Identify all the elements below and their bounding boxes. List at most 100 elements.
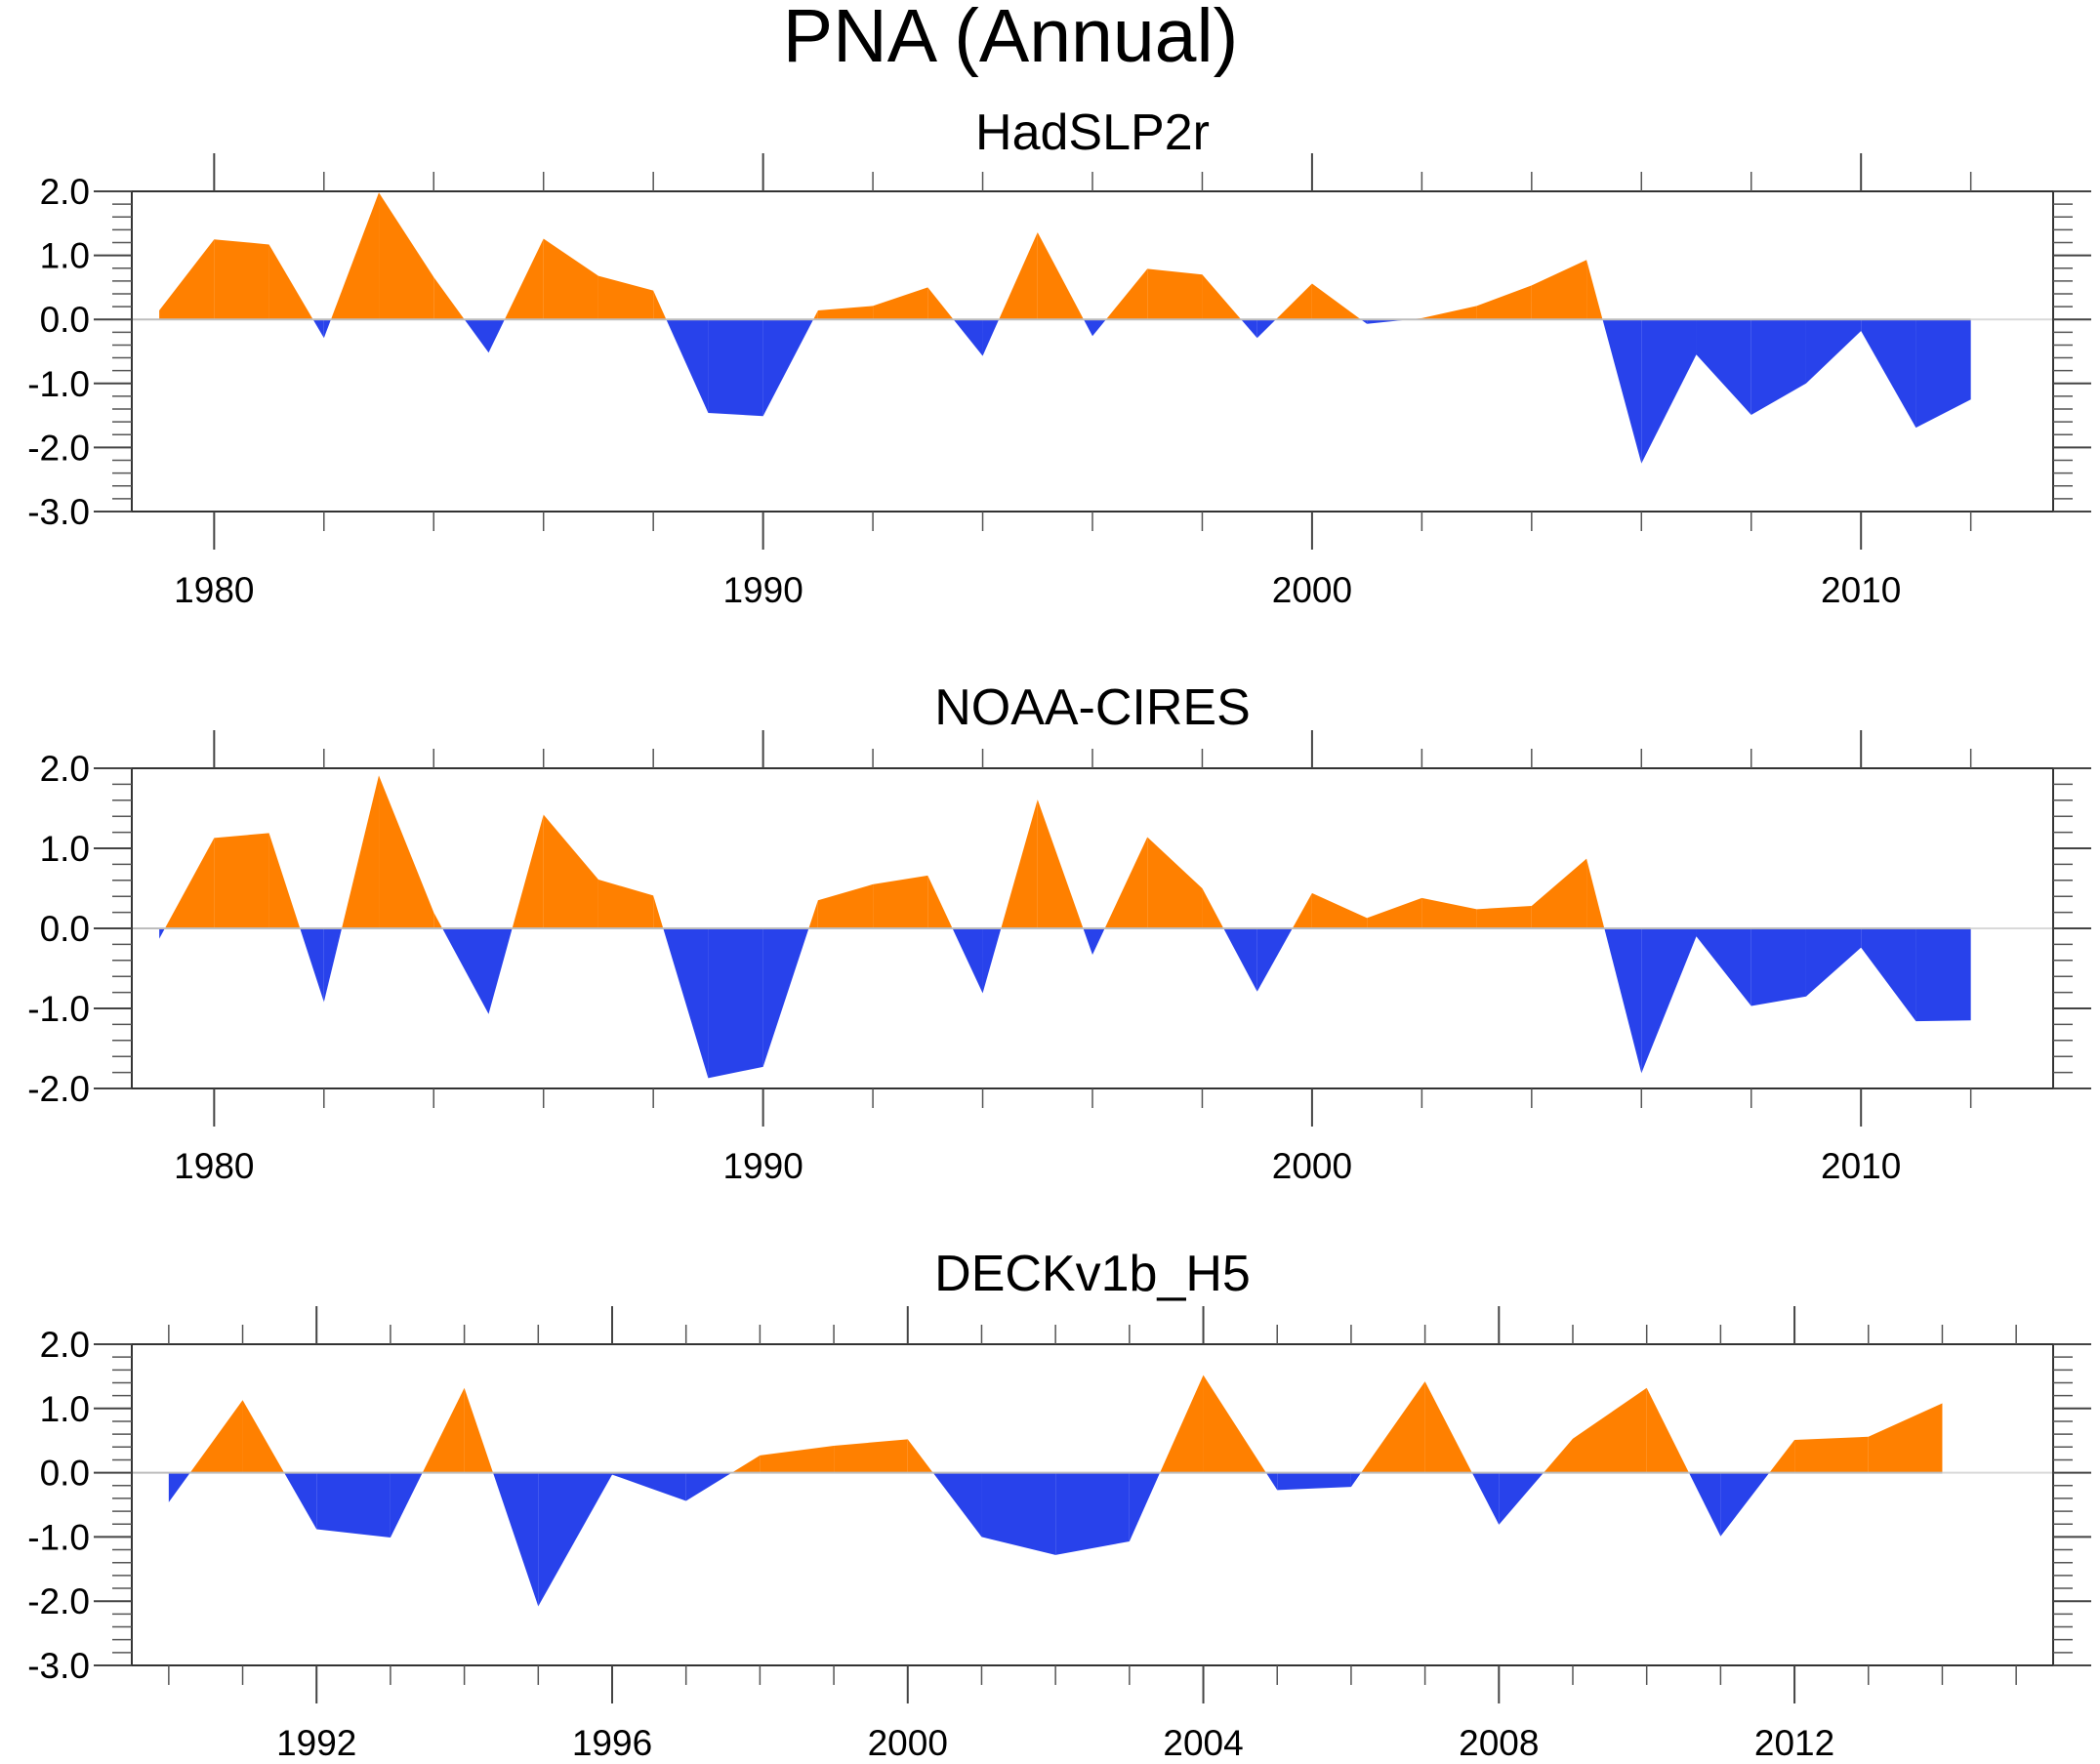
positive-area (464, 1387, 494, 1473)
negative-area (1083, 928, 1092, 956)
positive-area (433, 912, 443, 928)
negative-area (168, 1472, 190, 1502)
positive-area (268, 833, 301, 928)
positive-area (543, 238, 598, 320)
negative-area (1092, 319, 1106, 337)
y-tick-label: 0.0 (40, 300, 90, 340)
negative-area (1696, 319, 1751, 415)
positive-area (1424, 1381, 1472, 1473)
positive-area (379, 775, 434, 928)
negative-area (663, 928, 709, 1079)
positive-area (214, 239, 269, 320)
negative-area (284, 1472, 317, 1530)
positive-area (1586, 260, 1603, 320)
positive-area (1544, 1438, 1573, 1473)
positive-area (1769, 1440, 1795, 1473)
negative-area (1750, 319, 1806, 415)
positive-area (817, 306, 874, 320)
positive-area (1202, 888, 1224, 928)
positive-area (342, 775, 380, 928)
negative-area (685, 1472, 732, 1501)
y-tick-label: -1.0 (27, 364, 90, 404)
positive-area (379, 192, 434, 320)
x-tick-label: 1992 (276, 1723, 356, 1763)
positive-area (999, 231, 1038, 320)
positive-area (1794, 1436, 1869, 1473)
panel-title: HadSLP2r (975, 104, 1210, 161)
negative-area (1861, 928, 1916, 1022)
negative-area (1256, 319, 1276, 339)
positive-area (927, 875, 953, 928)
negative-area (1256, 928, 1293, 992)
positive-area (927, 287, 954, 320)
negative-area (1083, 319, 1092, 337)
negative-area (1350, 1472, 1362, 1488)
panel-noaa-cires: NOAA-CIRES 2.0 1.0 0.0 -1.0 -2.0 1980 1990 2000… (27, 679, 2091, 1186)
negative-area (1641, 319, 1697, 464)
positive-area (1361, 1381, 1425, 1473)
negative-area (982, 319, 1000, 356)
x-tick-label: 2000 (1272, 1146, 1352, 1186)
negative-area (316, 1472, 391, 1538)
y-tick-label: 0.0 (40, 1454, 90, 1494)
negative-area (666, 319, 709, 413)
y-tick-label: -2.0 (27, 1069, 90, 1109)
positive-area (1421, 897, 1477, 928)
negative-area (708, 319, 763, 417)
positive-area (760, 1445, 835, 1473)
negative-area (493, 1472, 539, 1607)
positive-area (1531, 260, 1587, 320)
positive-area (1868, 1403, 1943, 1473)
positive-area (1311, 892, 1368, 928)
positive-area (731, 1455, 761, 1473)
positive-area (543, 814, 598, 928)
positive-area (1646, 1387, 1689, 1473)
negative-area (1055, 1472, 1130, 1555)
x-tick-label: 1990 (722, 1146, 803, 1186)
positive-area (597, 879, 654, 928)
positive-area (653, 895, 664, 928)
x-tick-label: 2008 (1459, 1723, 1539, 1763)
y-tick-label: -2.0 (27, 428, 90, 468)
positive-area (813, 310, 818, 320)
x-tick-label: 2004 (1163, 1723, 1243, 1763)
positive-area (214, 833, 269, 928)
negative-area (1602, 319, 1642, 464)
positive-area (512, 814, 544, 928)
negative-area (488, 928, 513, 1014)
negative-area (1720, 1472, 1770, 1537)
positive-area (242, 1400, 285, 1473)
positive-area (1147, 268, 1203, 320)
positive-area (189, 1400, 243, 1473)
positive-area (433, 276, 465, 320)
negative-area (1265, 1472, 1278, 1491)
y-tick-label: 2.0 (40, 1325, 90, 1365)
negative-area (1604, 928, 1642, 1074)
negative-area (159, 928, 165, 939)
positive-area (1421, 306, 1477, 320)
positive-area (422, 1387, 465, 1473)
y-tick-label: 2.0 (40, 749, 90, 789)
negative-area (323, 928, 343, 1003)
negative-area (762, 319, 814, 417)
negative-area (952, 928, 983, 994)
positive-area (817, 883, 874, 928)
panel-deckv1b-h5: DECKv1b_H5 2.0 1.0 0.0 -1.0 -2.0 -3.0 1992 1996… (27, 1246, 2091, 1763)
panel-title: NOAA-CIRES (934, 679, 1251, 736)
positive-area (504, 238, 544, 320)
positive-area (834, 1439, 908, 1473)
y-tick-label: 2.0 (40, 172, 90, 212)
y-tick-label: 1.0 (40, 829, 90, 869)
negative-area (1915, 319, 1971, 429)
positive-area (1476, 285, 1532, 320)
negative-area (1277, 1472, 1351, 1491)
positive-area (873, 287, 928, 320)
positive-area (1160, 1374, 1204, 1473)
positive-area (159, 239, 215, 320)
x-tick-label: 1980 (174, 570, 254, 610)
negative-area (300, 928, 324, 1003)
negative-area (1471, 1472, 1500, 1525)
positive-area (268, 244, 313, 320)
positive-area (597, 275, 654, 320)
negative-area (1805, 319, 1862, 384)
